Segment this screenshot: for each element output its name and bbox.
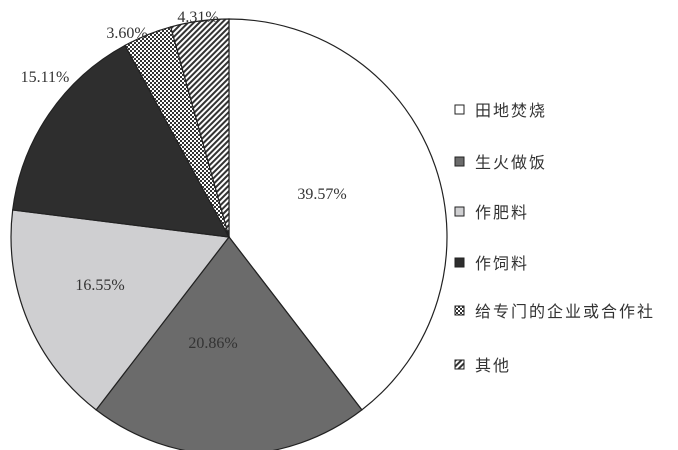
pie-slice [228,18,448,411]
slice-label: 3.60% [106,25,147,42]
legend-swatch [454,156,465,167]
legend-label: 作肥料 [475,203,529,222]
legend-swatch [454,104,465,115]
slice-label: 20.86% [188,335,237,352]
legend-swatch [454,305,465,316]
slice-label: 39.57% [297,186,346,203]
pie-slice [12,44,231,238]
slice-label: 16.55% [75,277,124,294]
legend-swatch [454,257,465,268]
pie-slice [95,236,363,450]
legend-swatch [454,206,465,217]
pie-slice [169,18,230,238]
legend-swatch [454,359,465,370]
pie-slice [10,209,231,411]
slice-label: 4.31% [177,9,218,26]
legend-label: 生火做饭 [475,153,547,172]
legend-label: 作饲料 [475,254,529,273]
legend-label: 其他 [475,356,511,375]
slice-label: 15.11% [21,69,70,86]
legend-label: 给专门的企业或合作社 [475,302,655,321]
legend-label: 田地焚烧 [475,101,547,120]
